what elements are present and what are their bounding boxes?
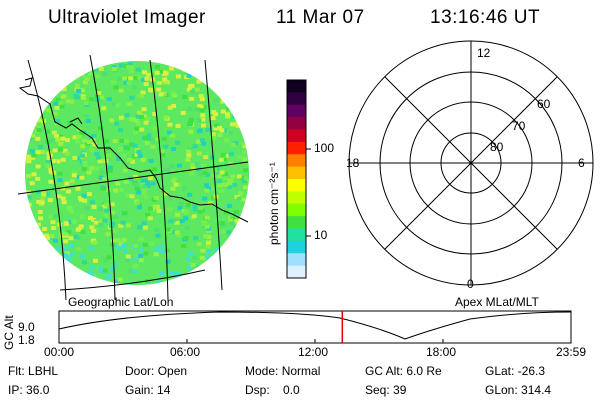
colorbar-segment — [287, 265, 306, 279]
geographic-caption: Geographic Lat/Lon — [68, 295, 174, 309]
colorbar-segment — [287, 203, 306, 217]
alt-ytick-low: 1.8 — [18, 333, 35, 347]
polar-plot — [348, 40, 594, 286]
colorbar-segment — [287, 191, 306, 205]
colorbar-segment — [287, 166, 306, 180]
status-glon: GLon: 314.4 — [485, 383, 552, 397]
mlat-label-70: 70 — [512, 119, 526, 133]
alt-xtick-2: 12:00 — [298, 345, 329, 359]
alt-xtick-0: 00:00 — [44, 345, 75, 359]
geographic-grid — [17, 54, 249, 301]
colorbar-segment — [287, 228, 306, 242]
status-glat: GLat: -26.3 — [485, 364, 546, 378]
altitude-curve — [58, 311, 572, 340]
uv-image-disk — [25, 61, 249, 285]
altitude-plot — [58, 310, 572, 344]
apex-caption: Apex MLat/MLT — [455, 295, 539, 309]
colorbar — [286, 79, 307, 279]
alt-xtick-1: 06:00 — [170, 345, 201, 359]
status-gc-alt: GC Alt: 6.0 Re — [365, 364, 442, 378]
colorbar-segment — [287, 141, 306, 155]
instrument-title: Ultraviolet Imager — [48, 7, 206, 28]
image-time: 13:16:46 UT — [430, 7, 541, 28]
mlt-label-12: 12 — [477, 46, 491, 60]
alt-ytick-high: 9.0 — [18, 320, 35, 334]
status-ip: IP: 36.0 — [8, 383, 50, 397]
alt-ylabel: GC Alt — [2, 315, 16, 350]
colorbar-tick-100: 100 — [314, 141, 335, 155]
image-date: 11 Mar 07 — [276, 7, 365, 28]
colorbar-ticks — [306, 148, 311, 237]
status-dsp: Dsp: 0.0 — [245, 383, 300, 397]
status-seq: Seq: 39 — [365, 383, 407, 397]
colorbar-segment — [287, 179, 306, 192]
colorbar-segment — [287, 240, 306, 254]
colorbar-tick-10: 10 — [314, 228, 328, 242]
colorbar-segment — [287, 92, 306, 106]
colorbar-unit-label: photon cm⁻²s⁻¹ — [267, 162, 281, 245]
mlt-label-6: 6 — [578, 156, 585, 170]
mlat-label-60: 60 — [537, 97, 551, 111]
colorbar-segment — [287, 216, 306, 229]
colorbar-segment — [287, 253, 306, 267]
mlt-label-0: 0 — [467, 277, 474, 291]
colorbar-segment — [287, 80, 306, 93]
status-door: Door: Open — [125, 364, 188, 378]
mlt-label-18: 18 — [346, 156, 360, 170]
mlat-label-80: 80 — [490, 140, 504, 154]
status-flt: Flt: LBHL — [8, 364, 59, 378]
colorbar-segment — [287, 117, 306, 130]
alt-xtick-4: 23:59 — [556, 345, 587, 359]
colorbar-frame — [286, 79, 307, 279]
status-gain: Gain: 14 — [125, 383, 171, 397]
alt-xtick-3: 18:00 — [426, 345, 457, 359]
status-mode: Mode: Normal — [245, 364, 321, 378]
coastline — [18, 77, 249, 223]
colorbar-segment — [287, 104, 306, 118]
colorbar-segment — [287, 154, 306, 168]
colorbar-segment — [287, 129, 306, 143]
